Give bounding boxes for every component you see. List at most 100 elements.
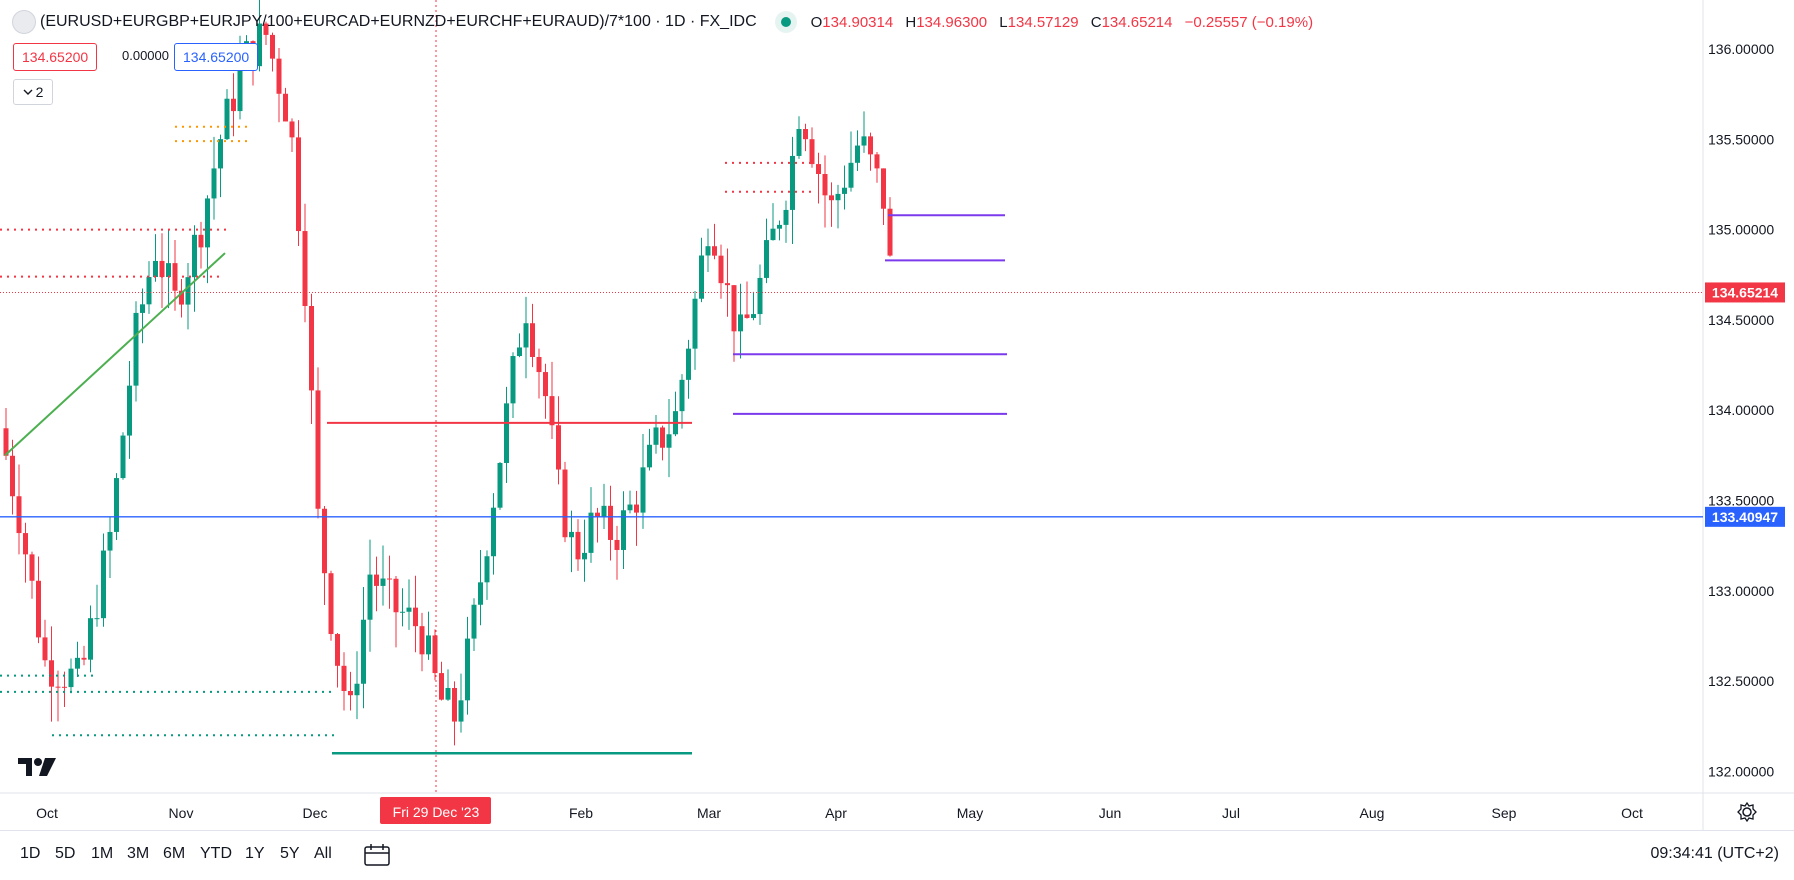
candle	[367, 539, 373, 652]
y-tick-label: 133.00000	[1708, 583, 1774, 599]
candle	[770, 203, 776, 241]
candle	[140, 288, 145, 344]
candle-body	[153, 260, 158, 278]
candle	[101, 533, 106, 627]
y-tick-label: 133.50000	[1708, 492, 1774, 508]
range-6m-button[interactable]: 6M	[163, 845, 186, 862]
candle	[354, 651, 360, 720]
candle	[575, 519, 581, 571]
indicators-collapse-button[interactable]: 2	[13, 79, 53, 105]
candle	[523, 296, 529, 379]
candle	[120, 432, 126, 480]
candle-body	[523, 323, 529, 348]
candle	[62, 671, 67, 707]
candle-body	[159, 260, 165, 278]
candle-body	[562, 469, 568, 538]
candle-body	[627, 504, 633, 511]
candle	[36, 556, 41, 644]
candle-body	[666, 434, 672, 448]
range-all-button[interactable]: All	[314, 845, 332, 862]
candle	[842, 165, 847, 210]
candle	[608, 485, 613, 561]
candle-body	[887, 208, 893, 256]
range-ytd-button[interactable]: YTD	[200, 845, 232, 862]
candle	[23, 522, 28, 583]
candle-body	[478, 582, 483, 605]
candle	[497, 462, 503, 510]
candle	[699, 237, 704, 303]
candle-body	[413, 607, 418, 627]
candle	[504, 386, 509, 483]
x-tick-label: Nov	[169, 805, 194, 821]
candle-body	[439, 673, 444, 700]
candle-body	[497, 462, 503, 508]
candle-body	[270, 34, 275, 59]
candle-body	[68, 668, 74, 688]
symbol-title[interactable]: (EURUSD+EURGBP+EURJPY/100+EURCAD+EURNZD+…	[40, 13, 757, 30]
range-1d-button[interactable]: 1D	[20, 845, 41, 862]
ohlc-values: O134.90314 H134.96300 L134.57129 C134.65…	[810, 13, 1314, 31]
candle-body	[387, 578, 392, 580]
date-range-icon[interactable]	[362, 843, 392, 867]
candle	[790, 136, 795, 244]
candle-body	[686, 348, 691, 380]
candle-body	[257, 23, 262, 67]
candle-body	[328, 573, 334, 635]
chart-legend: (EURUSD+EURGBP+EURJPY/100+EURCAD+EURNZD+…	[12, 10, 1321, 34]
candle-body	[634, 504, 639, 513]
candle	[731, 285, 737, 362]
candle	[432, 629, 438, 681]
candle	[419, 612, 425, 672]
last-price-badge	[1705, 282, 1785, 303]
candle	[257, 0, 262, 72]
candle	[439, 661, 444, 701]
candle	[725, 248, 730, 317]
candle	[114, 473, 119, 541]
candle-body	[471, 604, 477, 639]
candle	[192, 225, 197, 312]
candle-body	[94, 618, 100, 620]
range-1y-button[interactable]: 1Y	[245, 845, 265, 862]
candle-body	[770, 228, 776, 241]
candle-body	[367, 574, 373, 620]
candle	[107, 517, 113, 578]
range-3m-button[interactable]: 3M	[127, 845, 150, 862]
sell-price-tag[interactable]: 134.65200	[13, 43, 98, 71]
candle-body	[231, 98, 236, 112]
clock-timezone[interactable]: 09:34:41 (UTC+2)	[1650, 845, 1779, 862]
candle-body	[484, 556, 490, 583]
crosshair-date-label: Fri 29 Dec '23	[393, 804, 480, 820]
blue-line-label: 133.40947	[1712, 509, 1778, 525]
candle-body	[263, 23, 269, 35]
range-5d-button[interactable]: 5D	[55, 845, 76, 862]
candle-body	[660, 427, 665, 448]
candle-body	[738, 314, 743, 332]
candle	[198, 221, 204, 269]
candle-body	[283, 93, 288, 122]
chart-canvas[interactable]: 132.00000 132.50000 133.00000 133.50000 134.…	[0, 0, 1794, 830]
candle	[127, 361, 132, 459]
range-1m-button[interactable]: 1M	[91, 845, 114, 862]
candle-body	[120, 435, 126, 479]
candle-body	[783, 209, 789, 225]
candle	[289, 118, 295, 152]
range-5y-button[interactable]: 5Y	[280, 845, 300, 862]
candle	[712, 223, 717, 260]
candle-body	[842, 187, 847, 194]
candle-body	[517, 347, 522, 357]
candle	[328, 570, 334, 641]
candle	[94, 584, 100, 627]
buy-price-tag[interactable]: 134.65200	[174, 43, 259, 71]
market-status-icon[interactable]	[774, 11, 797, 33]
candle-body	[699, 255, 704, 299]
candle-body	[751, 314, 756, 318]
chevron-down-icon	[23, 89, 33, 95]
close-value: 134.65214	[1101, 13, 1173, 31]
trend-line	[4, 252, 226, 457]
settings-gear-icon[interactable]	[1736, 801, 1758, 823]
candle-body	[569, 531, 574, 538]
y-tick-label: 134.00000	[1708, 402, 1774, 418]
candle	[159, 233, 165, 309]
tradingview-logo-icon[interactable]	[18, 756, 58, 778]
candle-body	[237, 67, 243, 112]
